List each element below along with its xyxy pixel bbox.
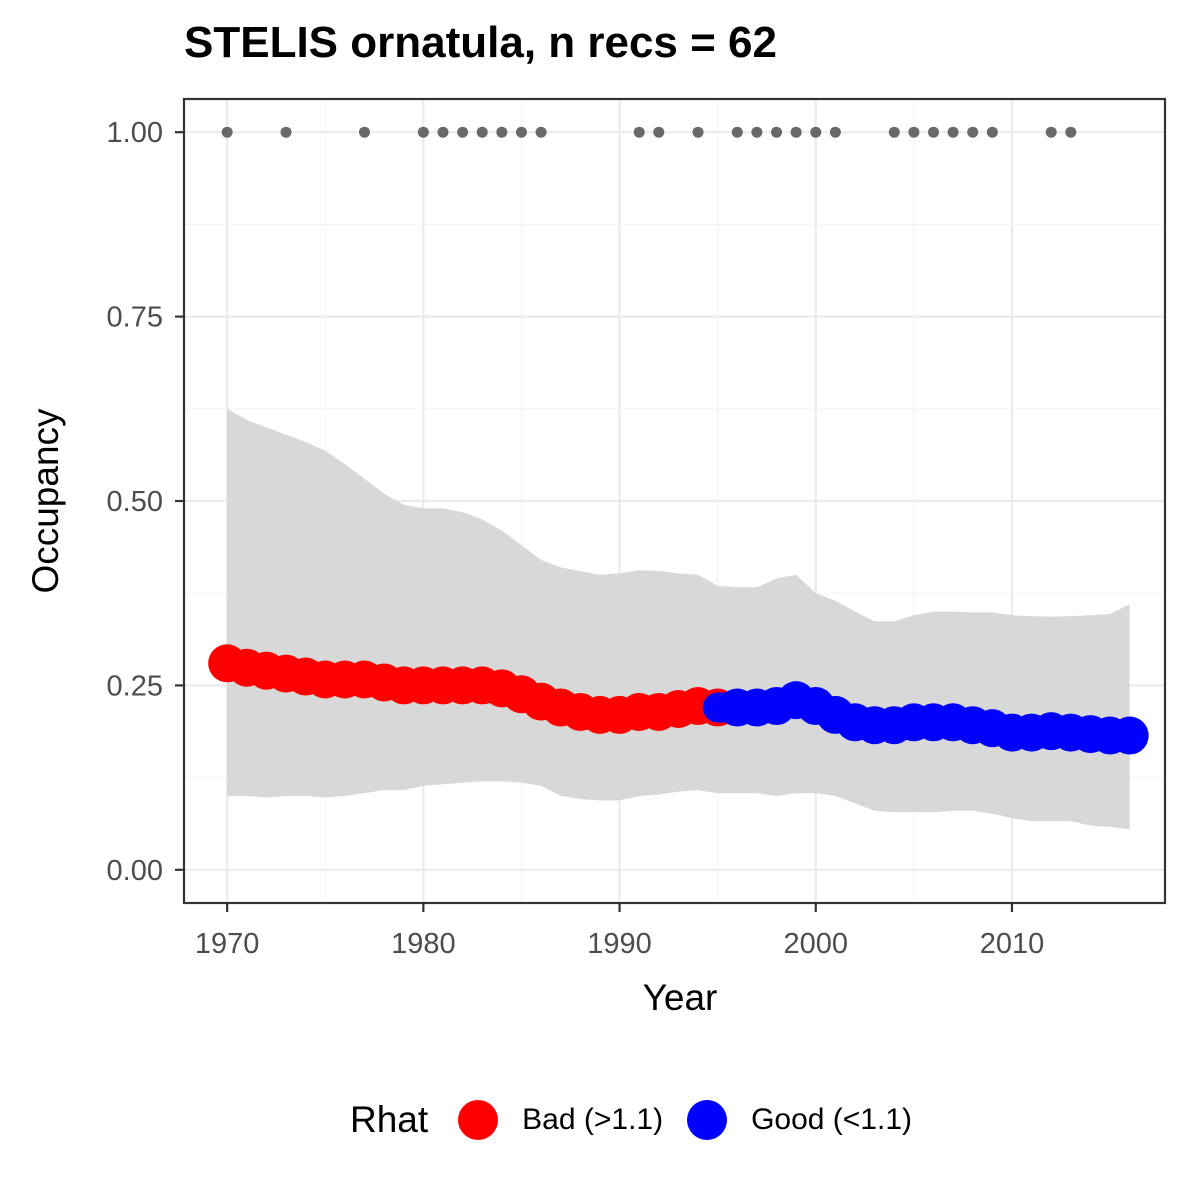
observation-point xyxy=(1045,126,1057,138)
occupancy-series xyxy=(208,644,1149,755)
observation-point xyxy=(653,126,665,138)
legend-label-bad: Bad (>1.1) xyxy=(522,1103,664,1136)
observation-point xyxy=(967,126,979,138)
observation-point xyxy=(457,126,469,138)
observation-point xyxy=(829,126,841,138)
data-point xyxy=(1110,716,1149,755)
observation-point xyxy=(751,126,763,138)
x-tick-label: 1970 xyxy=(195,928,260,960)
chart-title: STELIS ornatula, n recs = 62 xyxy=(184,18,777,67)
x-axis-title: Year xyxy=(643,977,718,1018)
observation-point xyxy=(810,126,822,138)
observation-point xyxy=(888,126,900,138)
y-tick-label: 0.50 xyxy=(107,486,163,518)
y-tick-label: 0.25 xyxy=(107,670,163,702)
observation-point xyxy=(417,126,429,138)
observation-point xyxy=(986,126,998,138)
legend: Rhat Bad (>1.1) Good (<1.1) xyxy=(350,1095,936,1145)
y-axis-title: Occupancy xyxy=(25,408,66,594)
observation-point xyxy=(731,126,743,138)
observation-point xyxy=(947,126,959,138)
observation-point xyxy=(280,126,292,138)
y-tick-label: 0.00 xyxy=(107,855,163,887)
observation-point xyxy=(790,126,802,138)
x-tick-label: 2000 xyxy=(784,928,849,960)
x-tick-label: 1990 xyxy=(587,928,652,960)
observation-point xyxy=(476,126,488,138)
observation-points xyxy=(221,126,1077,138)
observation-point xyxy=(927,126,939,138)
x-tick-label: 2010 xyxy=(980,928,1045,960)
axes: 1970 1980 1990 2000 2010 0.00 0.25 0.50 0.75 1.00 xyxy=(107,117,1045,960)
y-tick-label: 0.75 xyxy=(107,302,163,334)
legend-item-good: Good (<1.1) xyxy=(687,1100,912,1140)
observation-point xyxy=(692,126,704,138)
observation-point xyxy=(908,126,920,138)
observation-point xyxy=(1065,126,1077,138)
observation-point xyxy=(771,126,783,138)
observation-point xyxy=(633,126,645,138)
x-tick-label: 1980 xyxy=(391,928,456,960)
observation-point xyxy=(359,126,371,138)
y-tick-label: 1.00 xyxy=(107,117,163,149)
observation-point xyxy=(437,126,449,138)
legend-title: Rhat xyxy=(350,1099,429,1140)
legend-label-good: Good (<1.1) xyxy=(751,1103,913,1136)
legend-key-good xyxy=(687,1100,728,1140)
observation-point xyxy=(535,126,547,138)
legend-key-bad xyxy=(458,1100,499,1140)
observation-point xyxy=(515,126,527,138)
legend-item-bad: Bad (>1.1) xyxy=(458,1100,663,1140)
observation-point xyxy=(496,126,508,138)
observation-point xyxy=(221,126,233,138)
